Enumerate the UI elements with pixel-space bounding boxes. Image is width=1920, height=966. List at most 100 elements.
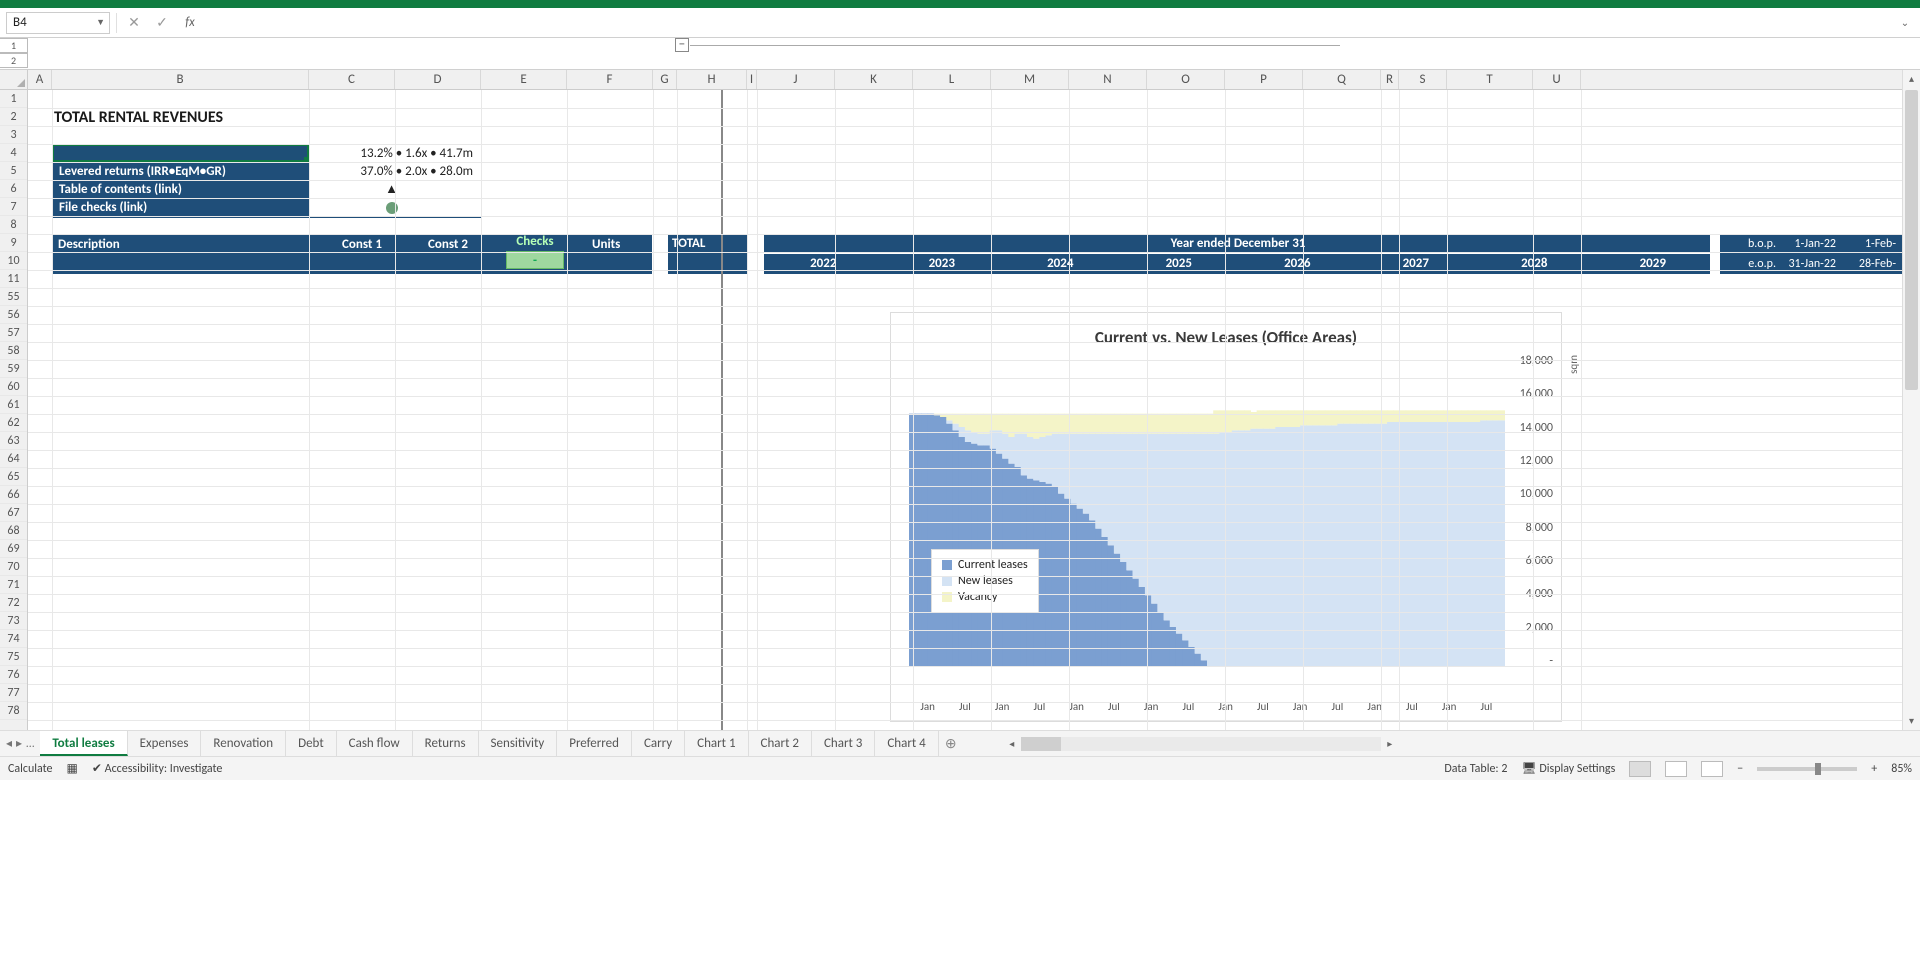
sheet-tab[interactable]: Chart 1 [685,731,748,756]
outline-levels[interactable]: 1 2 [0,38,28,68]
col-header-J[interactable]: J [757,70,835,89]
vertical-scrollbar[interactable]: ▴ ▾ [1902,70,1920,730]
name-box-dropdown-icon[interactable]: ▼ [96,17,105,28]
row-header-2[interactable]: 2 [0,108,27,126]
row-header-59[interactable]: 59 [0,360,27,378]
zoom-out-icon[interactable]: − [1737,762,1743,776]
col-header-N[interactable]: N [1069,70,1147,89]
row-header-56[interactable]: 56 [0,306,27,324]
sheet-tab[interactable]: Preferred [557,731,632,756]
scroll-up-icon[interactable]: ▴ [1903,70,1920,88]
row-header-60[interactable]: 60 [0,378,27,396]
row-header-3[interactable]: 3 [0,126,27,144]
scroll-thumb[interactable] [1905,90,1918,390]
col-header-E[interactable]: E [481,70,567,89]
row-header-71[interactable]: 71 [0,576,27,594]
sheet-tab[interactable]: Carry [632,731,685,756]
sheet-tab[interactable]: Debt [286,731,337,756]
row-header-70[interactable]: 70 [0,558,27,576]
status-calculate[interactable]: Calculate [8,762,53,776]
row-header-74[interactable]: 74 [0,630,27,648]
row-header-57[interactable]: 57 [0,324,27,342]
row-header-67[interactable]: 67 [0,504,27,522]
row-header-64[interactable]: 64 [0,450,27,468]
hscroll-left-icon[interactable]: ◂ [1003,737,1021,750]
row-header-78[interactable]: 78 [0,702,27,720]
summary-row-checks[interactable]: File checks (link) [53,199,310,217]
tab-nav[interactable]: ◂ ▸ … [0,731,40,756]
row-header-10[interactable]: 10 [0,252,27,270]
cancel-icon[interactable]: ✕ [123,14,145,31]
col-header-H[interactable]: H [677,70,747,89]
sheet-tab[interactable]: Chart 4 [875,731,938,756]
col-header-K[interactable]: K [835,70,913,89]
col-header-A[interactable]: A [28,70,52,89]
zoom-slider-knob[interactable] [1815,763,1821,775]
sheet-tab[interactable]: Chart 3 [812,731,875,756]
outline-collapse-icon[interactable]: − [675,38,689,52]
sheet-tab[interactable]: Total leases [40,731,127,756]
cells-surface[interactable]: TOTAL RENTAL REVENUES Levered returns (I… [28,90,1902,730]
status-accessibility[interactable]: ✔ Accessibility: Investigate [92,761,223,776]
tab-nav-next-icon[interactable]: ▸ [16,736,22,751]
col-header-C[interactable]: C [309,70,395,89]
row-header-69[interactable]: 69 [0,540,27,558]
row-header-1[interactable]: 1 [0,90,27,108]
status-display-settings[interactable]: 🖥 Display Settings [1521,761,1615,776]
row-header-6[interactable]: 6 [0,180,27,198]
col-header-G[interactable]: G [653,70,677,89]
row-header-63[interactable]: 63 [0,432,27,450]
row-header-55[interactable]: 55 [0,288,27,306]
row-header-73[interactable]: 73 [0,612,27,630]
row-header-65[interactable]: 65 [0,468,27,486]
row-header-62[interactable]: 62 [0,414,27,432]
scroll-down-icon[interactable]: ▾ [1903,712,1920,730]
status-macro-icon[interactable]: ▦ [67,761,78,776]
sheet-tab[interactable]: Cash flow [337,731,413,756]
zoom-value[interactable]: 85% [1891,762,1912,776]
name-box[interactable]: B4 ▼ [6,12,110,34]
outline-level-2[interactable]: 2 [0,53,28,68]
col-header-F[interactable]: F [567,70,653,89]
worksheet-grid[interactable]: ABCDEFGHIJKLMNOPQRSTU 123456789101155565… [0,70,1920,730]
sheet-tabs[interactable]: Total leasesExpensesRenovationDebtCash f… [40,731,938,756]
formula-input[interactable] [207,12,1890,34]
hscroll-thumb[interactable] [1021,737,1061,751]
outline-level-1[interactable]: 1 [0,38,28,53]
col-header-M[interactable]: M [991,70,1069,89]
row-header-66[interactable]: 66 [0,486,27,504]
row-header-72[interactable]: 72 [0,594,27,612]
row-headers[interactable]: 1234567891011555657585960616263646566676… [0,90,28,730]
row-header-58[interactable]: 58 [0,342,27,360]
tab-nav-prev-icon[interactable]: ◂ [6,736,12,751]
row-header-5[interactable]: 5 [0,162,27,180]
col-header-S[interactable]: S [1399,70,1447,89]
row-header-4[interactable]: 4 [0,144,27,162]
horizontal-scrollbar[interactable]: ◂ ▸ [963,731,1920,756]
summary-row-toc[interactable]: Table of contents (link) [53,181,310,199]
col-header-T[interactable]: T [1447,70,1533,89]
row-header-76[interactable]: 76 [0,666,27,684]
sheet-tab[interactable]: Sensitivity [479,731,558,756]
sheet-tab[interactable]: Returns [413,731,479,756]
col-header-U[interactable]: U [1533,70,1581,89]
new-sheet-icon[interactable]: ⊕ [939,731,963,756]
sheet-tab[interactable]: Chart 2 [749,731,812,756]
fx-icon[interactable]: fx [179,15,201,30]
row-header-7[interactable]: 7 [0,198,27,216]
col-header-L[interactable]: L [913,70,991,89]
zoom-in-icon[interactable]: + [1871,762,1877,776]
row-header-9[interactable]: 9 [0,234,27,252]
row-header-61[interactable]: 61 [0,396,27,414]
sheet-tab[interactable]: Renovation [201,731,286,756]
col-header-D[interactable]: D [395,70,481,89]
select-all-corner[interactable] [0,70,28,90]
view-normal-icon[interactable] [1629,761,1651,777]
hscroll-track[interactable] [1021,737,1381,751]
row-header-75[interactable]: 75 [0,648,27,666]
col-header-B[interactable]: B [52,70,309,89]
view-page-layout-icon[interactable] [1665,761,1687,777]
col-header-P[interactable]: P [1225,70,1303,89]
column-headers[interactable]: ABCDEFGHIJKLMNOPQRSTU [28,70,1902,90]
row-header-68[interactable]: 68 [0,522,27,540]
